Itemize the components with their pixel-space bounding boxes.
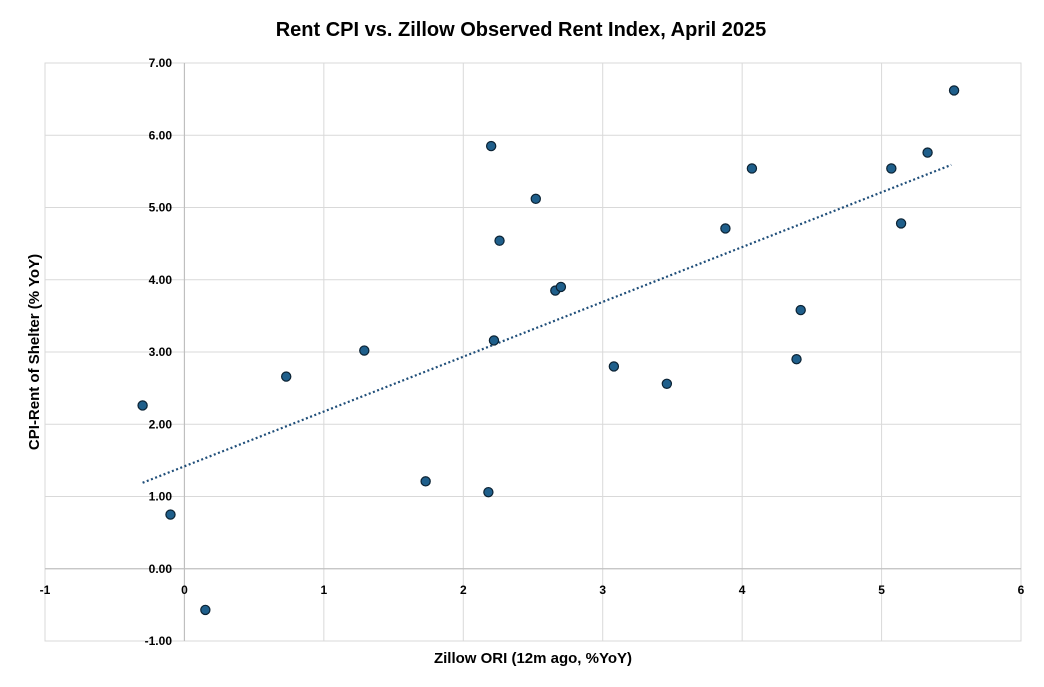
trendline-group: [142, 163, 952, 484]
data-point: [608, 361, 620, 372]
data-points: [137, 85, 960, 616]
data-point: [661, 378, 673, 389]
axes: [45, 63, 1021, 641]
data-point: [165, 509, 176, 520]
y-tick-label: -1.00: [145, 634, 173, 648]
data-point: [420, 476, 431, 487]
y-axis-label: CPI-Rent of Shelter (% YoY): [26, 254, 43, 450]
x-tick-label: 6: [1018, 583, 1025, 597]
data-point: [485, 140, 497, 152]
data-point: [948, 85, 960, 96]
data-point: [494, 235, 505, 246]
data-point: [922, 147, 933, 158]
y-tick-label: 5.00: [149, 201, 173, 215]
tick-labels: -1.00 0.00 1.00 2.00 3.00 4.00 5.00 6.00 7.00 -1 0…: [40, 56, 1025, 648]
chart-title: Rent CPI vs. Zillow Observed Rent Index,…: [276, 19, 767, 41]
data-point: [530, 193, 541, 205]
data-point: [137, 400, 148, 411]
data-point: [359, 345, 370, 356]
data-point: [281, 371, 292, 382]
x-axis-label: Zillow ORI (12m ago, %YoY): [434, 650, 632, 667]
x-tick-label: -1: [40, 583, 51, 597]
y-tick-label: 4.00: [149, 273, 173, 287]
x-tick-label: 4: [739, 583, 746, 597]
data-point: [791, 354, 802, 365]
x-tick-label: 3: [599, 583, 606, 597]
data-point: [795, 304, 806, 316]
y-tick-label: 6.00: [149, 128, 173, 142]
data-point: [488, 335, 500, 346]
data-point: [895, 218, 907, 229]
data-point: [886, 163, 897, 174]
data-point: [200, 604, 211, 616]
y-tick-label: 3.00: [149, 345, 173, 359]
data-point: [483, 486, 494, 498]
y-tick-label: 0.00: [149, 562, 173, 576]
trendline: [142, 163, 952, 484]
x-tick-label: 1: [321, 583, 328, 597]
y-tick-label: 2.00: [149, 417, 173, 431]
gridlines: [44, 62, 1022, 642]
y-tick-label: 1.00: [149, 490, 173, 504]
data-point: [720, 223, 731, 234]
x-tick-label: 5: [878, 583, 885, 597]
x-tick-label: 0: [181, 583, 188, 597]
x-tick-label: 2: [460, 583, 467, 597]
data-point: [746, 163, 758, 174]
data-point: [555, 281, 567, 293]
y-tick-label: 7.00: [149, 56, 173, 70]
